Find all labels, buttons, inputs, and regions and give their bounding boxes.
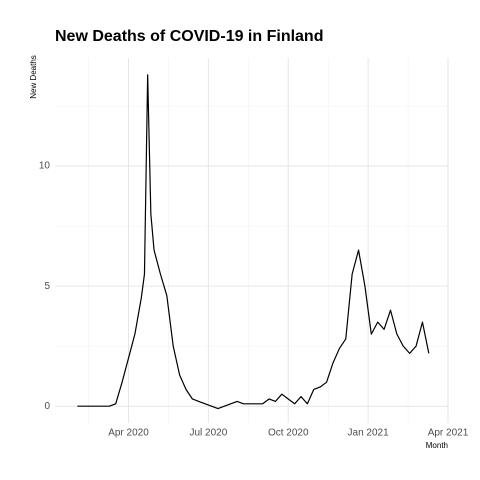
y-tick-label: 0 bbox=[44, 401, 50, 412]
line bbox=[77, 74, 430, 410]
x-tick-label: Oct 2020 bbox=[268, 428, 309, 439]
x-tick-label: Jul 2020 bbox=[189, 428, 227, 439]
y-tick-label: 5 bbox=[44, 281, 50, 292]
x-tick-label: Apr 2020 bbox=[108, 428, 149, 439]
x-tick-label: Apr 2021 bbox=[428, 428, 469, 439]
x-tick-label: Jan 2021 bbox=[348, 428, 390, 439]
chart-title: New Deaths of COVID-19 in Finland bbox=[55, 28, 323, 45]
x-axis-label: Month bbox=[426, 441, 448, 450]
y-axis-label: New Deaths bbox=[29, 55, 38, 99]
y-tick-label: 10 bbox=[39, 161, 51, 172]
